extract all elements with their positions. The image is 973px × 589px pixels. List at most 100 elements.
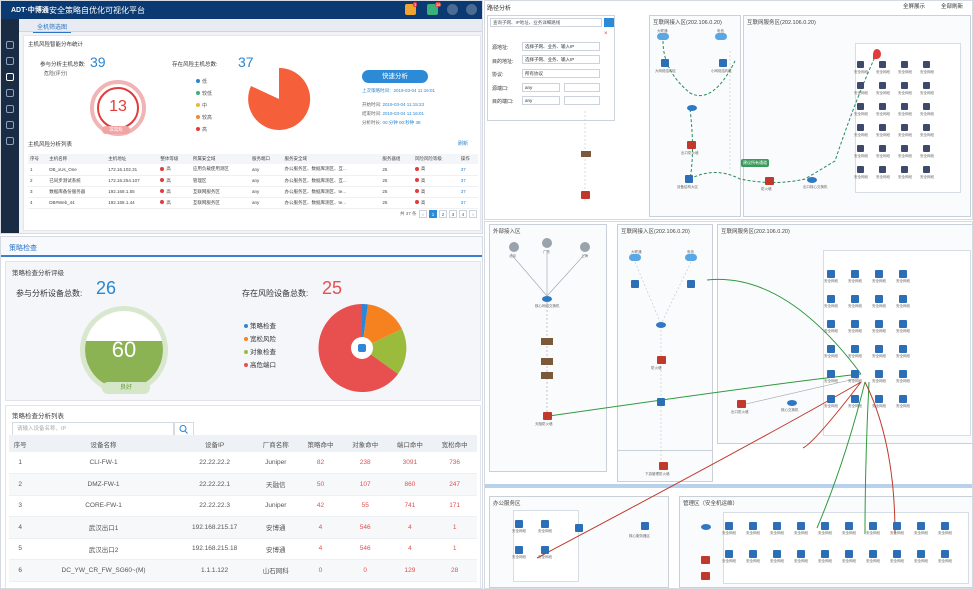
- server-node[interactable]: [857, 166, 864, 173]
- page-2-button[interactable]: 2: [439, 210, 447, 218]
- server-node[interactable]: [773, 550, 781, 558]
- table-row[interactable]: 3 数据库备份服务器 192.168.1.55 高 互联网服务区 any 办公服务区、数据库…: [28, 186, 478, 198]
- bell-icon[interactable]: [405, 4, 416, 15]
- sidebar-dashboard-icon[interactable]: [6, 41, 14, 49]
- cell-link[interactable]: 37: [458, 197, 478, 209]
- server-node[interactable]: [749, 550, 757, 558]
- server-node[interactable]: [857, 124, 864, 131]
- server-node[interactable]: [923, 124, 930, 131]
- server-node[interactable]: [901, 166, 908, 173]
- server-node[interactable]: [899, 295, 907, 303]
- router-node[interactable]: [661, 59, 669, 67]
- core-switch-node[interactable]: [656, 322, 666, 328]
- server-node[interactable]: [899, 270, 907, 278]
- server-node[interactable]: [725, 522, 733, 530]
- server-node[interactable]: [827, 320, 835, 328]
- gateway-node[interactable]: [541, 358, 553, 365]
- server-node[interactable]: [879, 166, 886, 173]
- server-node[interactable]: [857, 82, 864, 89]
- server-node[interactable]: [875, 295, 883, 303]
- page-4-button[interactable]: 4: [459, 210, 467, 218]
- server-node[interactable]: [857, 145, 864, 152]
- chat-icon[interactable]: [447, 4, 458, 15]
- server-node[interactable]: [541, 520, 549, 528]
- firewall-node[interactable]: [687, 141, 696, 149]
- server-node[interactable]: [901, 82, 908, 89]
- server-node[interactable]: [821, 522, 829, 530]
- server-node[interactable]: [857, 103, 864, 110]
- path-search-button[interactable]: [604, 18, 614, 27]
- firewall-node[interactable]: [659, 462, 668, 470]
- next-page-button[interactable]: ›: [469, 210, 477, 218]
- cell-link[interactable]: 37: [458, 186, 478, 198]
- table-row[interactable]: 5 武汉出口2 192.168.215.18 安博通 4 546 4 1: [9, 538, 477, 560]
- core-switch-node[interactable]: [687, 105, 697, 111]
- firewall-node[interactable]: [737, 400, 746, 408]
- server-node[interactable]: [827, 270, 835, 278]
- prev-page-button[interactable]: ‹: [419, 210, 427, 218]
- mgmt-switch-node[interactable]: [701, 524, 711, 530]
- server-node[interactable]: [923, 82, 930, 89]
- server-node[interactable]: [901, 145, 908, 152]
- server-node[interactable]: [923, 145, 930, 152]
- server-node[interactable]: [923, 61, 930, 68]
- server-node[interactable]: [875, 270, 883, 278]
- sidebar-chat-icon[interactable]: [6, 105, 14, 113]
- server-node[interactable]: [901, 124, 908, 131]
- server-node[interactable]: [923, 166, 930, 173]
- cell-link[interactable]: 37: [458, 164, 478, 176]
- server-node[interactable]: [827, 370, 835, 378]
- gateway-node[interactable]: [541, 372, 553, 379]
- server-node[interactable]: [899, 395, 907, 403]
- server-node[interactable]: [875, 395, 883, 403]
- device-search-input[interactable]: 请输入设备名称、IP: [12, 422, 174, 436]
- switch-node[interactable]: [685, 175, 693, 183]
- refresh-all-button[interactable]: 全部刷新: [941, 4, 964, 10]
- server-node[interactable]: [851, 320, 859, 328]
- core-server-node[interactable]: [641, 522, 649, 530]
- gateway-node[interactable]: [541, 338, 553, 345]
- table-row[interactable]: 2 DMZ-FW-1 22.22.22.1 天融信 50 107 860 247: [9, 473, 477, 496]
- server-node[interactable]: [797, 522, 805, 530]
- switch-node[interactable]: [657, 398, 665, 406]
- switch-node[interactable]: [807, 177, 817, 183]
- power-icon[interactable]: [466, 4, 477, 15]
- table-row[interactable]: 4 DB#Web_44 192.168.1.44 高 互联网服务区 any 办公服务区、数据…: [28, 197, 478, 209]
- server-node[interactable]: [869, 550, 877, 558]
- server-node[interactable]: [875, 320, 883, 328]
- server-node[interactable]: [875, 345, 883, 353]
- destination-address-select[interactable]: 选择子网、业务、输入IP: [522, 55, 600, 64]
- server-node[interactable]: [827, 345, 835, 353]
- firewall-node[interactable]: [657, 356, 666, 364]
- destination-port-input-to[interactable]: [564, 96, 600, 105]
- firewall-node[interactable]: [765, 177, 774, 185]
- server-node[interactable]: [899, 320, 907, 328]
- server-node[interactable]: [879, 82, 886, 89]
- switch-node[interactable]: [787, 400, 797, 406]
- server-node[interactable]: [851, 345, 859, 353]
- tab-policy-check[interactable]: 策略检查: [9, 245, 37, 252]
- server-node[interactable]: [901, 103, 908, 110]
- source-address-select[interactable]: 选择子网、业务、输入IP: [522, 42, 600, 51]
- server-node[interactable]: [899, 345, 907, 353]
- server-node[interactable]: [851, 270, 859, 278]
- router-node[interactable]: [719, 59, 727, 67]
- table-row[interactable]: 6 DC_YW_CR_FW_SG60~(M) 1.1.1.122 山石网科 0 0 129 2…: [9, 559, 477, 582]
- page-3-button[interactable]: 3: [449, 210, 457, 218]
- server-node[interactable]: [515, 520, 523, 528]
- server-node[interactable]: [917, 522, 925, 530]
- server-node[interactable]: [893, 550, 901, 558]
- quick-analyze-button[interactable]: 快速分析: [362, 70, 428, 83]
- table-row[interactable]: 4 武汉出口1 192.168.215.17 安博通 4 546 4 1: [9, 516, 477, 539]
- server-node[interactable]: [879, 145, 886, 152]
- firewall-node[interactable]: [543, 412, 552, 420]
- server-node[interactable]: [851, 295, 859, 303]
- server-node[interactable]: [845, 550, 853, 558]
- table-row[interactable]: 2 已同步测试系统 172.16.254.107 高 管理区 any 办公服务区、数据库测区…: [28, 175, 478, 187]
- server-node[interactable]: [899, 370, 907, 378]
- server-node[interactable]: [941, 522, 949, 530]
- sidebar-tools-icon[interactable]: [6, 57, 14, 65]
- office-switch-node[interactable]: [575, 524, 583, 532]
- server-node[interactable]: [901, 61, 908, 68]
- table-row[interactable]: 1 DB_xUs_One 172.16.102.31 高 应用负载使用测区 any 办公服务…: [28, 164, 478, 176]
